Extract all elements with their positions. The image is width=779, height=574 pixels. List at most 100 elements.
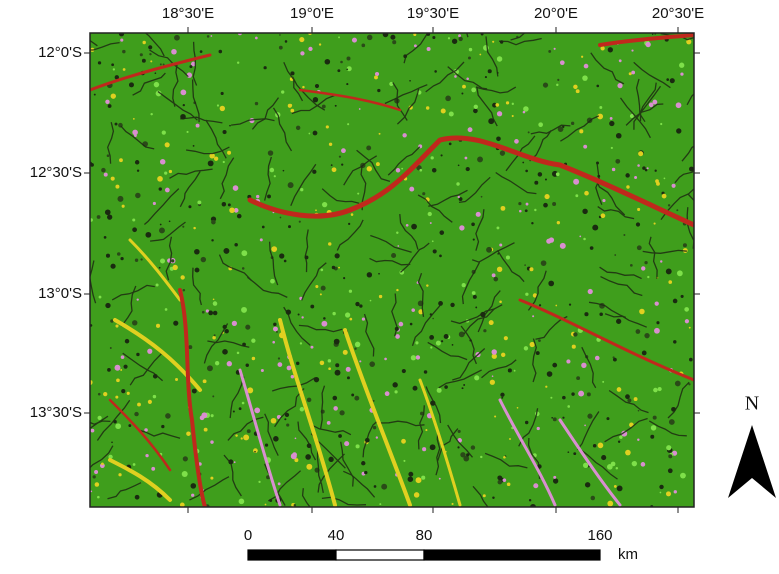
speck <box>349 290 352 293</box>
speck <box>473 238 475 240</box>
speck <box>362 318 365 321</box>
speck <box>411 355 416 360</box>
speck <box>341 163 343 165</box>
speck <box>333 396 338 401</box>
speck <box>389 82 393 86</box>
speck <box>228 203 231 206</box>
speck <box>497 267 502 272</box>
speck <box>434 70 437 73</box>
speck <box>529 499 531 501</box>
speck <box>171 259 174 262</box>
speck <box>439 478 441 480</box>
speck <box>132 320 137 325</box>
speck <box>335 370 341 376</box>
speck <box>596 85 599 88</box>
speck <box>280 217 282 219</box>
longitude-label: 19°30'E <box>407 5 459 22</box>
speck <box>634 176 637 179</box>
speck <box>660 260 662 262</box>
speck <box>444 334 449 339</box>
speck <box>294 504 296 506</box>
speck <box>509 438 511 440</box>
speck <box>651 425 656 430</box>
speck <box>160 259 165 264</box>
speck <box>599 106 602 109</box>
speck <box>391 253 396 258</box>
arrow-right <box>752 425 776 498</box>
speck <box>474 105 478 109</box>
speck <box>658 387 662 391</box>
speck <box>320 269 323 272</box>
speck <box>473 109 478 114</box>
speck <box>237 62 239 64</box>
speck <box>123 365 127 369</box>
speck <box>370 300 372 302</box>
speck <box>273 323 276 326</box>
speck <box>338 36 340 38</box>
speck <box>200 50 203 53</box>
speck <box>550 397 552 399</box>
speck <box>411 308 415 312</box>
speck <box>379 133 381 135</box>
speck <box>430 346 432 348</box>
speck <box>647 167 649 169</box>
speck <box>307 398 312 403</box>
speck <box>656 321 659 324</box>
speck <box>427 47 431 51</box>
speck <box>165 308 168 311</box>
speck <box>105 209 111 215</box>
speck <box>626 185 629 188</box>
speck <box>634 397 638 401</box>
speck <box>260 238 263 241</box>
speck <box>554 48 556 50</box>
speck <box>543 203 548 208</box>
speck <box>432 168 437 173</box>
speck <box>367 272 372 277</box>
speck <box>472 291 476 295</box>
speck <box>504 336 508 340</box>
speck <box>438 301 443 306</box>
speck <box>465 157 468 160</box>
speck <box>273 327 278 332</box>
speck <box>258 481 260 483</box>
speck <box>448 37 450 39</box>
speck <box>519 210 522 213</box>
speck <box>637 164 640 167</box>
speck <box>115 324 118 327</box>
speck <box>394 390 397 393</box>
scale-label: 80 <box>416 527 433 544</box>
speck <box>547 371 553 377</box>
speck <box>113 68 115 70</box>
speck <box>494 415 496 417</box>
speck <box>492 497 494 499</box>
speck <box>659 485 663 489</box>
speck <box>538 172 542 176</box>
speck <box>99 296 102 299</box>
speck <box>338 434 342 438</box>
speck <box>456 182 459 185</box>
speck <box>654 223 656 225</box>
speck <box>475 306 477 308</box>
speck <box>583 238 586 241</box>
speck <box>115 185 119 189</box>
speck <box>346 68 348 70</box>
speck <box>183 289 185 291</box>
speck <box>211 239 213 241</box>
speck <box>630 114 634 118</box>
speck <box>180 89 186 95</box>
speck <box>557 79 559 81</box>
speck <box>523 106 529 112</box>
speck <box>548 50 551 53</box>
speck <box>175 378 178 381</box>
speck <box>332 266 335 269</box>
speck <box>525 421 528 424</box>
speck <box>271 418 277 424</box>
speck <box>132 227 137 232</box>
speck <box>284 418 286 420</box>
speck <box>220 106 225 111</box>
speck <box>173 265 178 270</box>
speck <box>103 392 107 396</box>
speck <box>584 191 589 196</box>
speck <box>468 127 473 132</box>
speck <box>354 348 356 350</box>
